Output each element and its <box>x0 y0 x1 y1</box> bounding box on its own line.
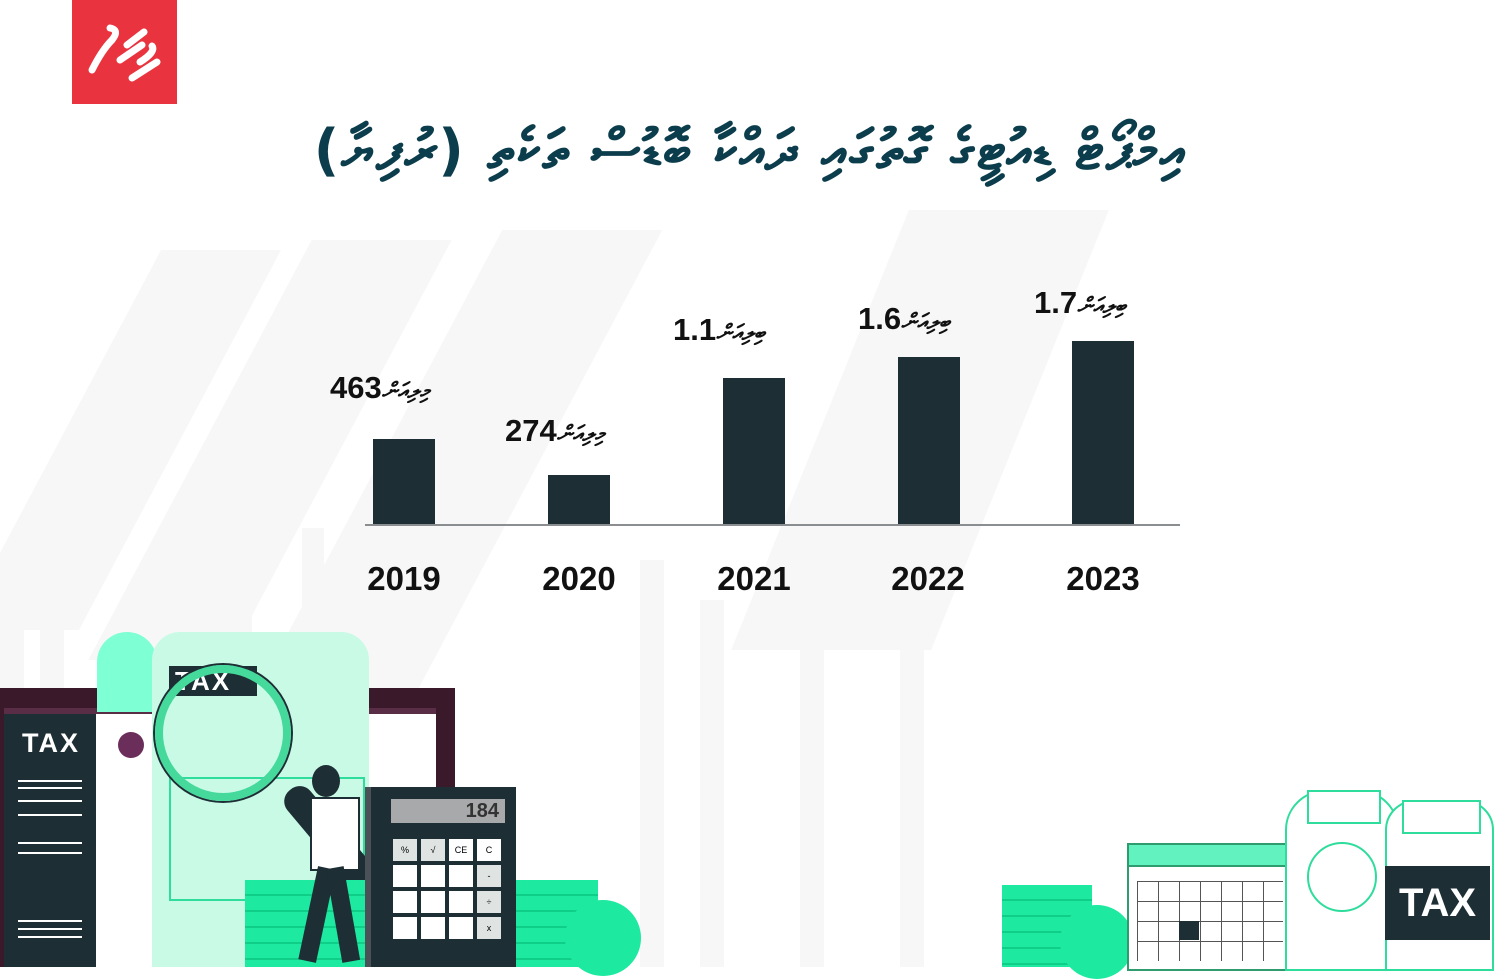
bar-2022 <box>898 357 960 525</box>
x-tick-2020: 2020 <box>542 560 616 597</box>
calc-key: C <box>477 839 501 861</box>
coin-icon <box>565 900 641 976</box>
calc-key: x <box>477 917 501 939</box>
calc-key: - <box>477 865 501 887</box>
x-tick-2021: 2021 <box>717 560 791 597</box>
x-tick-2019: 2019 <box>367 560 441 597</box>
jar-tax-label: TAX <box>1385 866 1490 940</box>
x-axis-line <box>365 524 1180 526</box>
watermark-column <box>900 600 924 967</box>
bar-2023 <box>1072 341 1134 525</box>
value-label-2023: ބިލިއަން1.7 <box>1034 285 1126 320</box>
x-tick-2022: 2022 <box>891 560 965 597</box>
user-avatar-icon <box>118 732 144 758</box>
watermark-column <box>800 580 824 967</box>
person-illustration <box>298 765 370 965</box>
value-label-2019: މިލިއަން463 <box>330 370 429 405</box>
coin-icon <box>1060 905 1134 979</box>
logo-glyph-icon <box>88 24 161 82</box>
x-tick-2023: 2023 <box>1066 560 1140 597</box>
money-jar-left <box>1285 790 1399 971</box>
value-label-2021: ބިލިއަން1.1 <box>673 312 765 347</box>
chart-title: އިމްޕޯޓް ޑިއުޓީގެ ގޮތުގައި ދައްކާ ބޮޑުސް… <box>313 118 1187 183</box>
calc-key: % <box>393 839 417 861</box>
value-label-2022: ބިލިއަން1.6 <box>858 301 950 336</box>
calculator-illustration: 184 % √ CE C - ÷ x <box>365 787 516 967</box>
calculator-display: 184 <box>391 799 505 823</box>
calc-key: √ <box>421 839 445 861</box>
calc-key: ÷ <box>477 891 501 913</box>
screen-tax-label: TAX <box>22 728 80 758</box>
watermark-column <box>700 600 724 967</box>
value-label-2020: މިލިއަން274 <box>505 413 604 448</box>
watermark-column <box>640 560 664 967</box>
magnifying-glass-icon <box>155 665 291 801</box>
brand-logo[interactable] <box>72 0 177 104</box>
bar-2019 <box>373 439 435 525</box>
calendar-icon <box>1127 843 1291 971</box>
calc-key: CE <box>449 839 473 861</box>
bar-2021 <box>723 378 785 525</box>
bar-2020 <box>548 475 610 525</box>
